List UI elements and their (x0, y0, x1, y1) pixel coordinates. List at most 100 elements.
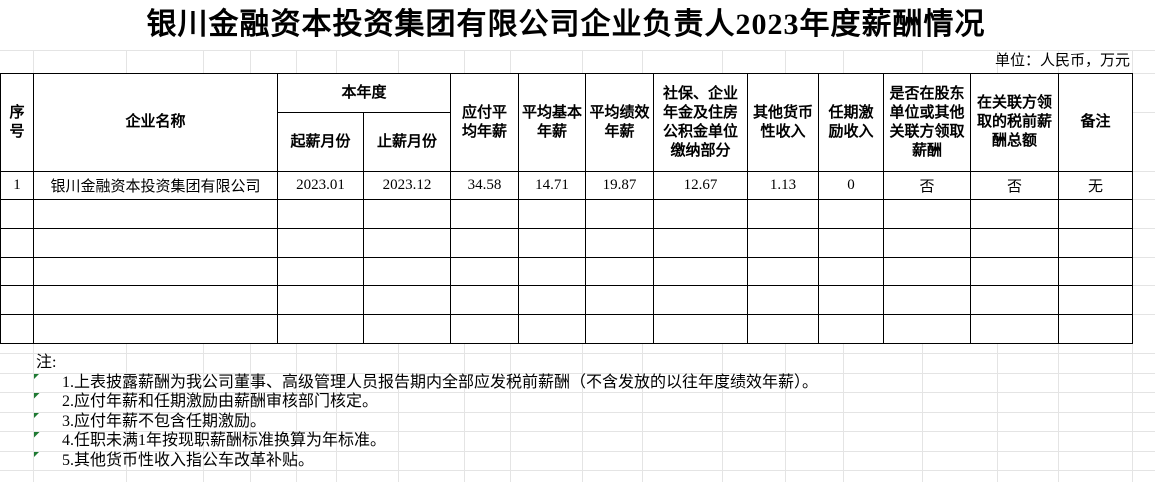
empty-cell[interactable] (883, 285, 972, 316)
empty-cell[interactable] (585, 227, 655, 258)
cell-avg-perf-salary[interactable]: 19.87 (585, 171, 655, 200)
empty-cell[interactable] (33, 256, 278, 287)
empty-cell[interactable] (747, 227, 820, 258)
header-other-cash-income[interactable]: 其他货币 性收入 (747, 73, 820, 172)
header-seq[interactable]: 序号 (0, 73, 34, 172)
empty-cell[interactable] (1058, 227, 1134, 258)
empty-cell[interactable] (1058, 256, 1134, 287)
empty-cell[interactable] (518, 199, 587, 229)
empty-cell[interactable] (518, 285, 587, 316)
header-company[interactable]: 企业名称 (33, 73, 278, 172)
empty-cell[interactable] (33, 285, 278, 316)
empty-cell[interactable] (450, 314, 520, 344)
cell-error-flag-icon (33, 451, 40, 458)
empty-cell[interactable] (450, 285, 520, 316)
empty-cell[interactable] (1058, 199, 1134, 229)
empty-cell[interactable] (970, 199, 1060, 229)
notes-label[interactable]: 注: (36, 354, 57, 371)
empty-cell[interactable] (970, 314, 1060, 344)
empty-cell[interactable] (362, 314, 452, 344)
note-text[interactable]: 2.应付年薪和任期激励由薪酬审核部门核定。 (62, 393, 379, 410)
empty-cell[interactable] (277, 256, 364, 287)
empty-cell[interactable] (883, 256, 972, 287)
cell-remark[interactable]: 无 (1058, 171, 1134, 200)
header-payable-avg-salary[interactable]: 应付平 均年薪 (450, 73, 520, 172)
empty-cell[interactable] (653, 256, 749, 287)
sheet-gridline (296, 343, 297, 482)
note-text[interactable]: 5.其他货币性收入指公车改革补贴。 (62, 451, 315, 469)
note-text[interactable]: 4.任职未满1年按现职薪酬标准换算为年标准。 (62, 432, 387, 449)
empty-cell[interactable] (0, 314, 34, 344)
empty-cell[interactable] (883, 227, 972, 258)
empty-cell[interactable] (277, 314, 364, 344)
empty-cell[interactable] (33, 199, 278, 229)
empty-cell[interactable] (970, 285, 1060, 316)
empty-cell[interactable] (450, 227, 520, 258)
empty-cell[interactable] (585, 199, 655, 229)
empty-cell[interactable] (818, 199, 885, 229)
empty-cell[interactable] (518, 227, 587, 258)
cell-end-month[interactable]: 2023.12 (362, 171, 452, 200)
header-related-party-flag[interactable]: 是否在股东 单位或其他 关联方领取 薪酬 (883, 73, 972, 172)
empty-cell[interactable] (362, 256, 452, 287)
empty-cell[interactable] (970, 227, 1060, 258)
empty-cell[interactable] (450, 256, 520, 287)
header-social-insurance[interactable]: 社保、企业 年金及住房 公积金单位 缴纳部分 (653, 73, 749, 172)
empty-cell[interactable] (518, 314, 587, 344)
empty-cell[interactable] (818, 314, 885, 344)
header-tenure-incentive[interactable]: 任期激 励收入 (818, 73, 885, 172)
cell-start-month[interactable]: 2023.01 (277, 171, 364, 200)
empty-cell[interactable] (33, 227, 278, 258)
header-related-party-total[interactable]: 在关联方领 取的税前薪 酬总额 (970, 73, 1060, 172)
empty-cell[interactable] (883, 199, 972, 229)
empty-cell[interactable] (818, 285, 885, 316)
empty-cell[interactable] (33, 314, 278, 344)
note-text[interactable]: 1.上表披露薪酬为我公司董事、高级管理人员报告期内全部应发税前薪酬（不含发放的以… (62, 373, 819, 391)
header-remark[interactable]: 备注 (1058, 73, 1134, 172)
cell-related-party-flag[interactable]: 否 (883, 171, 972, 200)
empty-cell[interactable] (0, 199, 34, 229)
empty-cell[interactable] (585, 285, 655, 316)
empty-cell[interactable] (518, 256, 587, 287)
header-start-month[interactable]: 起薪月份 (277, 112, 364, 172)
cell-social-insurance[interactable]: 12.67 (653, 171, 749, 200)
cell-related-party-total[interactable]: 否 (970, 171, 1060, 200)
empty-cell[interactable] (585, 256, 655, 287)
cell-payable-avg-salary[interactable]: 34.58 (450, 171, 520, 200)
empty-cell[interactable] (362, 227, 452, 258)
empty-cell[interactable] (653, 314, 749, 344)
empty-cell[interactable] (653, 227, 749, 258)
empty-cell[interactable] (818, 256, 885, 287)
note-text[interactable]: 3.应付年薪不包含任期激励。 (62, 412, 267, 430)
header-avg-perf-salary[interactable]: 平均绩效 年薪 (585, 73, 655, 172)
empty-cell[interactable] (747, 256, 820, 287)
empty-cell[interactable] (0, 285, 34, 316)
empty-cell[interactable] (277, 199, 364, 229)
empty-cell[interactable] (362, 285, 452, 316)
cell-avg-base-salary[interactable]: 14.71 (518, 171, 587, 200)
empty-cell[interactable] (818, 227, 885, 258)
empty-cell[interactable] (883, 314, 972, 344)
header-avg-base-salary[interactable]: 平均基本 年薪 (518, 73, 587, 172)
empty-cell[interactable] (653, 199, 749, 229)
empty-cell[interactable] (0, 227, 34, 258)
empty-cell[interactable] (0, 256, 34, 287)
empty-cell[interactable] (450, 199, 520, 229)
empty-cell[interactable] (747, 285, 820, 316)
cell-other-cash-income[interactable]: 1.13 (747, 171, 820, 200)
empty-cell[interactable] (1058, 314, 1134, 344)
cell-seq[interactable]: 1 (0, 171, 34, 200)
cell-company[interactable]: 银川金融资本投资集团有限公司 (33, 171, 278, 200)
empty-cell[interactable] (585, 314, 655, 344)
empty-cell[interactable] (653, 285, 749, 316)
header-current-year[interactable]: 本年度 (276, 73, 452, 113)
cell-tenure-incentive[interactable]: 0 (818, 171, 885, 200)
header-end-month[interactable]: 止薪月份 (362, 112, 452, 172)
empty-cell[interactable] (277, 227, 364, 258)
empty-cell[interactable] (747, 199, 820, 229)
empty-cell[interactable] (277, 285, 364, 316)
empty-cell[interactable] (747, 314, 820, 344)
empty-cell[interactable] (362, 199, 452, 229)
empty-cell[interactable] (1058, 285, 1134, 316)
empty-cell[interactable] (970, 256, 1060, 287)
